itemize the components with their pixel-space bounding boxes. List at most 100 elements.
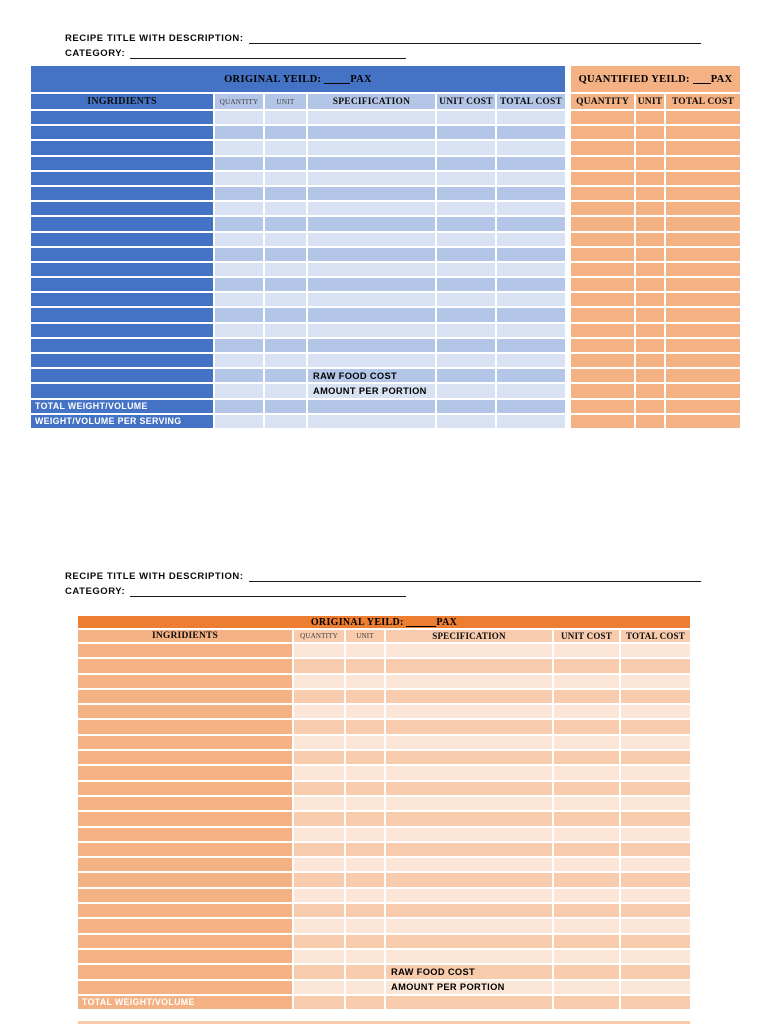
- table-cell: [554, 674, 619, 688]
- table-cell: [265, 262, 306, 277]
- table-cell: [621, 796, 690, 811]
- table-cell: [636, 399, 664, 413]
- table-cell: [437, 171, 495, 185]
- table-cell: [621, 674, 690, 688]
- table-cell: [215, 111, 263, 125]
- table-cell: [666, 171, 740, 185]
- table-cell: [31, 186, 213, 201]
- table-cell: [215, 202, 263, 216]
- table-cell: [497, 171, 565, 185]
- table-cell: [437, 369, 495, 383]
- table-cell: [346, 751, 384, 765]
- table-cell: [294, 904, 344, 918]
- table-cell: [265, 186, 306, 201]
- table-cell: [621, 689, 690, 704]
- table-cell: [308, 293, 435, 307]
- table-cell: [621, 735, 690, 750]
- table-cell: [215, 171, 263, 185]
- table-cell: [386, 873, 552, 887]
- table-cell: [636, 111, 664, 125]
- table-cell: [497, 141, 565, 155]
- col-header-ingridients: INGRIDIENTS: [78, 630, 292, 642]
- table-cell: [308, 338, 435, 352]
- table-cell: [386, 888, 552, 903]
- table-cell: [497, 111, 565, 125]
- table-cell: [346, 980, 384, 994]
- table-cell: [308, 141, 435, 155]
- table-cell: [308, 232, 435, 246]
- table-cell: [437, 111, 495, 125]
- table-cell: [294, 720, 344, 734]
- table-cell: [78, 796, 292, 811]
- table-cell: [621, 949, 690, 964]
- table-cell: [31, 141, 213, 155]
- table-cell: [308, 354, 435, 368]
- spec-label-cell: AMOUNT PER PORTION: [386, 980, 552, 994]
- table-cell: [497, 126, 565, 140]
- table-cell: [636, 323, 664, 337]
- table-cell: [386, 659, 552, 673]
- table-cell: [621, 980, 690, 994]
- table-cell: [666, 293, 740, 307]
- table-cell: [386, 735, 552, 750]
- table-cell: [571, 384, 634, 398]
- table-cell: [308, 126, 435, 140]
- table-cell: [554, 751, 619, 765]
- table-cell: [437, 293, 495, 307]
- quantified-pax-blank: [692, 75, 711, 84]
- table-cell: [621, 766, 690, 780]
- table-cell: [294, 781, 344, 795]
- col-header-total-cost: TOTAL COST: [621, 630, 690, 642]
- table-cell: [265, 217, 306, 231]
- col-header-quantity: QUANTITY: [294, 630, 344, 642]
- table-cell: [265, 232, 306, 246]
- table-cell: [78, 812, 292, 826]
- table-cell: [621, 812, 690, 826]
- col-header-specification: SPECIFICATION: [308, 94, 435, 109]
- table-cell: [386, 934, 552, 948]
- table-cell: [621, 659, 690, 673]
- table-cell: [265, 338, 306, 352]
- table-cell: [78, 735, 292, 750]
- table-cell: [265, 278, 306, 292]
- table-cell: [78, 842, 292, 857]
- table-cell: [666, 369, 740, 383]
- table-cell: [265, 323, 306, 337]
- table-cell: [571, 308, 634, 322]
- table-cell: [265, 308, 306, 322]
- table-cell: [265, 141, 306, 155]
- table-cell: [554, 644, 619, 658]
- table-cell: [386, 766, 552, 780]
- recipe-title-line-top: RECIPE TITLE WITH DESCRIPTION:: [65, 33, 701, 44]
- table-cell: [437, 278, 495, 292]
- table-cell: [636, 369, 664, 383]
- table-cell: [215, 247, 263, 261]
- table-cell: [554, 812, 619, 826]
- table-cell: [215, 308, 263, 322]
- table-cell: [621, 904, 690, 918]
- table-cell: [554, 842, 619, 857]
- col-header-specification: SPECIFICATION: [386, 630, 552, 642]
- table-cell: [346, 995, 384, 1010]
- table-cell: [636, 156, 664, 170]
- table-cell: [31, 338, 213, 352]
- table-cell: [31, 126, 213, 140]
- table-cell: [346, 735, 384, 750]
- table-cell: [31, 111, 213, 125]
- table-cell: [78, 781, 292, 795]
- quantified-yield-header: QUANTIFIED YEILD: PAX: [571, 66, 740, 92]
- category-blank: [130, 49, 407, 59]
- table-cell: [497, 293, 565, 307]
- table-cell: [31, 156, 213, 170]
- table-cell: [666, 278, 740, 292]
- table-cell: [346, 812, 384, 826]
- table-cell: [437, 323, 495, 337]
- recipe-title-label: RECIPE TITLE WITH DESCRIPTION:: [65, 33, 244, 44]
- table-cell: [346, 965, 384, 979]
- table-cell: [621, 873, 690, 887]
- table-cell: [554, 919, 619, 933]
- table-cell: [666, 141, 740, 155]
- table-cell: [308, 399, 435, 413]
- col-header-q-total-cost: TOTAL COST: [666, 94, 740, 109]
- table-cell: [636, 293, 664, 307]
